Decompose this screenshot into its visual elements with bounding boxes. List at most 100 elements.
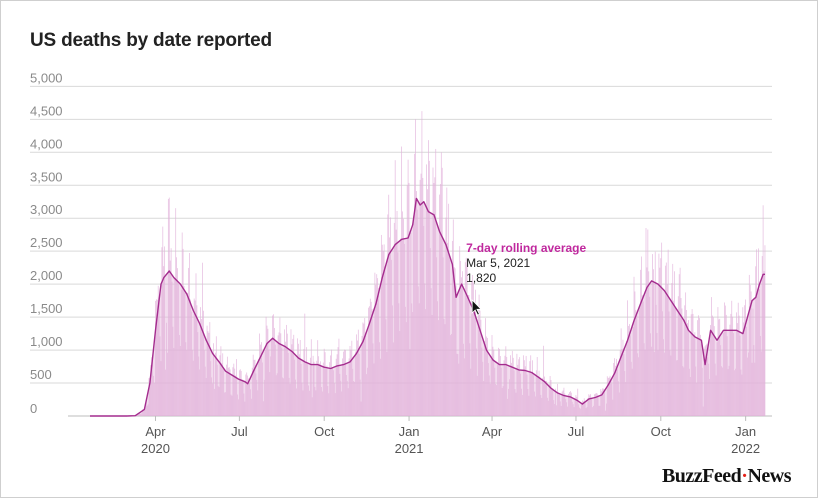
daily-bar <box>231 395 233 416</box>
daily-deaths-bars <box>132 111 766 417</box>
daily-bar <box>271 340 272 416</box>
daily-bar <box>327 386 329 416</box>
daily-bar <box>720 345 722 416</box>
daily-bar <box>551 389 553 416</box>
daily-bar <box>459 246 461 416</box>
daily-bar <box>660 258 662 416</box>
logo-brand: BuzzFeed <box>661 465 742 487</box>
daily-bar <box>723 332 724 416</box>
daily-bar <box>701 367 703 416</box>
daily-bar <box>582 401 584 416</box>
daily-bar <box>738 315 740 416</box>
daily-bar <box>567 406 568 416</box>
daily-bar <box>352 368 354 416</box>
daily-bar <box>578 404 580 416</box>
daily-bar <box>662 311 663 416</box>
daily-bar <box>286 333 288 416</box>
daily-bar <box>333 370 334 416</box>
daily-bar <box>460 260 462 416</box>
daily-bar <box>739 335 741 416</box>
daily-bar <box>537 375 539 416</box>
daily-bar <box>764 245 766 416</box>
daily-bar <box>375 284 377 416</box>
daily-bar <box>261 342 262 416</box>
daily-bar <box>260 344 261 416</box>
daily-bar <box>232 367 234 416</box>
daily-bar <box>595 392 597 416</box>
daily-bar <box>759 335 761 416</box>
daily-bar <box>316 360 318 416</box>
daily-bar <box>204 366 206 416</box>
daily-bar <box>753 345 755 416</box>
daily-bar <box>641 295 643 416</box>
daily-bar <box>359 379 361 416</box>
daily-bar <box>582 400 583 416</box>
daily-bar <box>585 408 587 416</box>
daily-bar <box>321 387 322 416</box>
daily-bar <box>457 354 459 416</box>
daily-bar <box>377 278 379 416</box>
x-tick-label: Apr <box>145 424 166 439</box>
daily-bar <box>414 153 415 416</box>
daily-bar <box>576 396 578 416</box>
daily-bar <box>356 334 357 416</box>
daily-bar <box>443 318 445 416</box>
daily-bar <box>357 340 358 416</box>
daily-bar <box>376 274 378 416</box>
daily-bar <box>371 309 373 416</box>
daily-bar <box>148 378 150 416</box>
daily-bar <box>245 374 247 416</box>
daily-bar <box>249 382 250 416</box>
daily-bar <box>605 403 607 416</box>
daily-bar <box>238 399 239 416</box>
daily-bar <box>224 392 225 416</box>
daily-bar <box>368 307 369 416</box>
x-tick-label: Jul <box>231 424 248 439</box>
daily-bar <box>707 357 709 416</box>
daily-bar <box>489 383 491 416</box>
daily-bar <box>718 319 720 416</box>
daily-bar <box>364 318 366 416</box>
daily-bar <box>580 408 581 416</box>
daily-bar <box>530 355 532 416</box>
daily-bar <box>308 385 309 416</box>
daily-bar <box>306 347 308 416</box>
daily-bar <box>566 402 568 416</box>
daily-bar <box>299 339 301 416</box>
daily-bar <box>349 345 351 416</box>
daily-bar <box>353 381 355 416</box>
y-tick-label: 2,500 <box>30 235 63 250</box>
daily-bar <box>502 386 504 416</box>
daily-bar <box>416 209 418 416</box>
daily-bar <box>344 349 345 416</box>
daily-bar <box>317 340 319 416</box>
daily-bar <box>465 257 467 416</box>
daily-bar <box>366 374 367 416</box>
daily-bar <box>735 312 737 416</box>
daily-bar <box>395 229 397 416</box>
daily-bar <box>729 324 731 416</box>
daily-bar <box>257 390 259 416</box>
daily-bar <box>343 351 344 416</box>
daily-bar <box>655 304 657 416</box>
daily-bar <box>408 182 410 416</box>
daily-bar <box>202 262 203 416</box>
daily-bar <box>191 311 192 416</box>
daily-bar <box>194 300 196 416</box>
daily-bar <box>623 353 625 416</box>
daily-bar <box>235 375 237 416</box>
daily-bar <box>559 401 561 416</box>
daily-bar <box>332 367 333 416</box>
daily-bar <box>219 355 221 416</box>
daily-bar <box>464 262 466 416</box>
daily-bar <box>441 167 443 416</box>
daily-bar <box>199 369 201 416</box>
daily-bar <box>185 342 187 416</box>
daily-bar <box>634 291 636 416</box>
daily-bar <box>218 387 220 416</box>
daily-bar <box>203 310 204 416</box>
daily-bar <box>328 393 330 416</box>
daily-bar <box>291 344 293 416</box>
daily-bar <box>549 376 551 416</box>
daily-bar <box>728 365 730 416</box>
